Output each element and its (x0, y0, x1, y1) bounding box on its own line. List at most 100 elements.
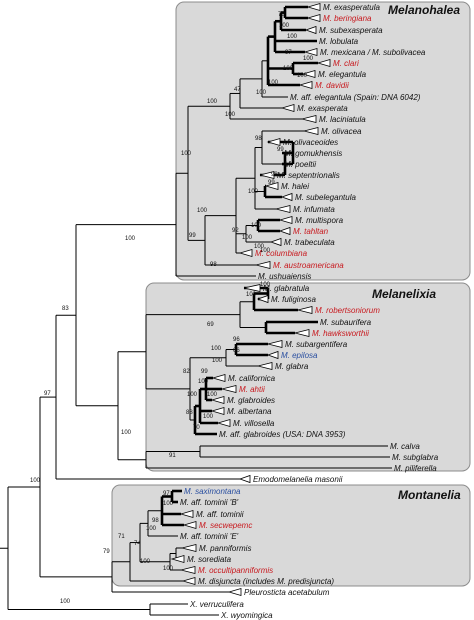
collapsed-clade-triangle (306, 13, 321, 23)
tip-label: M. subargentifera (285, 340, 348, 349)
support-value: 82 (183, 369, 190, 375)
tip-label: M. laciniatula (319, 115, 366, 124)
support-value: 100 (211, 346, 222, 352)
support-value: 100 (254, 244, 265, 250)
tip-label: M. multispora (295, 216, 344, 225)
support-value: 100 (125, 236, 136, 242)
collapsed-clade-triangle (210, 406, 225, 416)
tip-label: M. subglabra (392, 453, 439, 462)
clade-title-melanohalea: Melanohalea (388, 3, 460, 17)
tip-label: M. clari (333, 59, 359, 68)
tip-label: M. disjuncta (includes M. predisjuncta) (198, 577, 334, 586)
collapsed-clade-triangle (266, 137, 281, 147)
tip-label: M. subaurifera (320, 318, 372, 327)
support-value: 100 (187, 392, 198, 398)
support-value: 100 (203, 414, 214, 420)
support-value: 97 (163, 491, 170, 497)
collapsed-clade-triangle (316, 58, 331, 68)
collapsed-clade-triangle (303, 126, 319, 136)
collapsed-clade-triangle (227, 587, 242, 597)
collapsed-clade-triangle (266, 350, 279, 360)
collapsed-clade-triangle (264, 181, 279, 191)
support-value: 100 (163, 566, 174, 572)
collapsed-clade-triangle (255, 260, 271, 270)
tip-label: Emodomelanelia masonii (253, 475, 343, 484)
collapsed-clade-triangle (297, 305, 313, 315)
tip-label: M. beringiana (323, 14, 372, 23)
clade-title-melanelixia: Melanelixia (372, 287, 436, 301)
tip-label: M. glabra (275, 362, 309, 371)
support-value: 100 (297, 73, 308, 79)
collapsed-clade-triangle (221, 384, 237, 394)
support-value: 70 (193, 425, 200, 431)
collapsed-clade-triangle (301, 114, 317, 124)
support-value: 47 (234, 87, 241, 93)
support-value: 100 (287, 34, 298, 40)
tip-label: M. saximontana (184, 487, 241, 496)
support-value: 99 (268, 180, 275, 186)
support-value: 69 (207, 322, 214, 328)
tip-label: M. elegantula (318, 70, 367, 79)
support-value: 96 (233, 337, 240, 343)
support-value: 100 (268, 80, 279, 86)
support-value: 100 (251, 223, 262, 229)
tip-label: M. gomukhensis (284, 149, 342, 158)
collapsed-clade-triangle (257, 361, 273, 371)
support-value: 98 (152, 518, 159, 524)
support-value: 97 (44, 391, 51, 397)
support-value: 100 (163, 501, 174, 507)
tip-label: M. occultipanniformis (198, 566, 273, 575)
support-value: 100 (303, 56, 314, 62)
support-value: 97 (285, 50, 292, 56)
tip-label: M. sorediata (187, 555, 232, 564)
support-value: 66 (233, 348, 240, 354)
collapsed-clade-triangle (179, 509, 194, 519)
support-value: 98 (271, 172, 278, 178)
support-value: 100 (207, 99, 218, 105)
support-value: 100 (225, 112, 236, 118)
tip-label: M. austroamericana (273, 261, 344, 270)
tip-label: M. aff. elegantula (Spain: DNA 6042) (290, 93, 421, 102)
tip-label: M. olivacea (321, 127, 362, 136)
support-value: 100 (140, 559, 151, 565)
support-value: 100 (121, 430, 132, 436)
support-value: 100 (197, 208, 208, 214)
tip-label: M. californica (228, 374, 276, 383)
collapsed-clade-triangle (298, 80, 313, 90)
collapsed-clade-triangle (238, 474, 251, 484)
melanohalea-box (175, 1, 471, 281)
tip-label: M. secwepemc (199, 521, 252, 530)
clade-title-montanelia: Montanelia (398, 488, 461, 502)
tip-label: M. exasperatula (323, 3, 380, 12)
tip-label: M. septentrionalis (277, 171, 340, 180)
tip-label: M. epilosa (281, 351, 318, 360)
collapsed-clade-triangle (181, 576, 196, 586)
tip-label: M. exasperata (297, 104, 348, 113)
support-value: 98 (210, 262, 217, 268)
support-value: 92 (232, 228, 239, 234)
support-value: 88 (186, 410, 193, 416)
tip-label: M. olivaceoides (283, 138, 338, 147)
support-value: 71 (118, 534, 125, 540)
support-value: 99 (201, 369, 208, 375)
support-value: 100 (242, 235, 253, 241)
tip-label: M. davidii (315, 81, 349, 90)
tip-label: M. mexicana / M. subolivacea (320, 48, 426, 57)
tip-label: M. glabroides (227, 396, 275, 405)
tip-label: M. subelegantula (295, 193, 356, 202)
collapsed-clade-triangle (306, 2, 321, 12)
collapsed-clade-triangle (182, 520, 197, 530)
collapsed-clade-triangle (301, 69, 316, 79)
support-value: 100 (246, 292, 257, 298)
support-value: 100 (283, 66, 294, 72)
support-value: 100 (212, 358, 223, 364)
collapsed-clade-triangle (280, 192, 293, 202)
support-value: 98 (255, 136, 262, 142)
support-value: 100 (60, 599, 71, 605)
tip-labels: M. exasperatula M. beringiana M. subexaspe… (170, 2, 439, 620)
collapsed-clade-triangle (181, 543, 197, 553)
collapsed-clade-triangle (256, 294, 269, 304)
collapsed-clade-triangle (280, 103, 295, 113)
collapsed-clade-triangle (278, 226, 291, 236)
